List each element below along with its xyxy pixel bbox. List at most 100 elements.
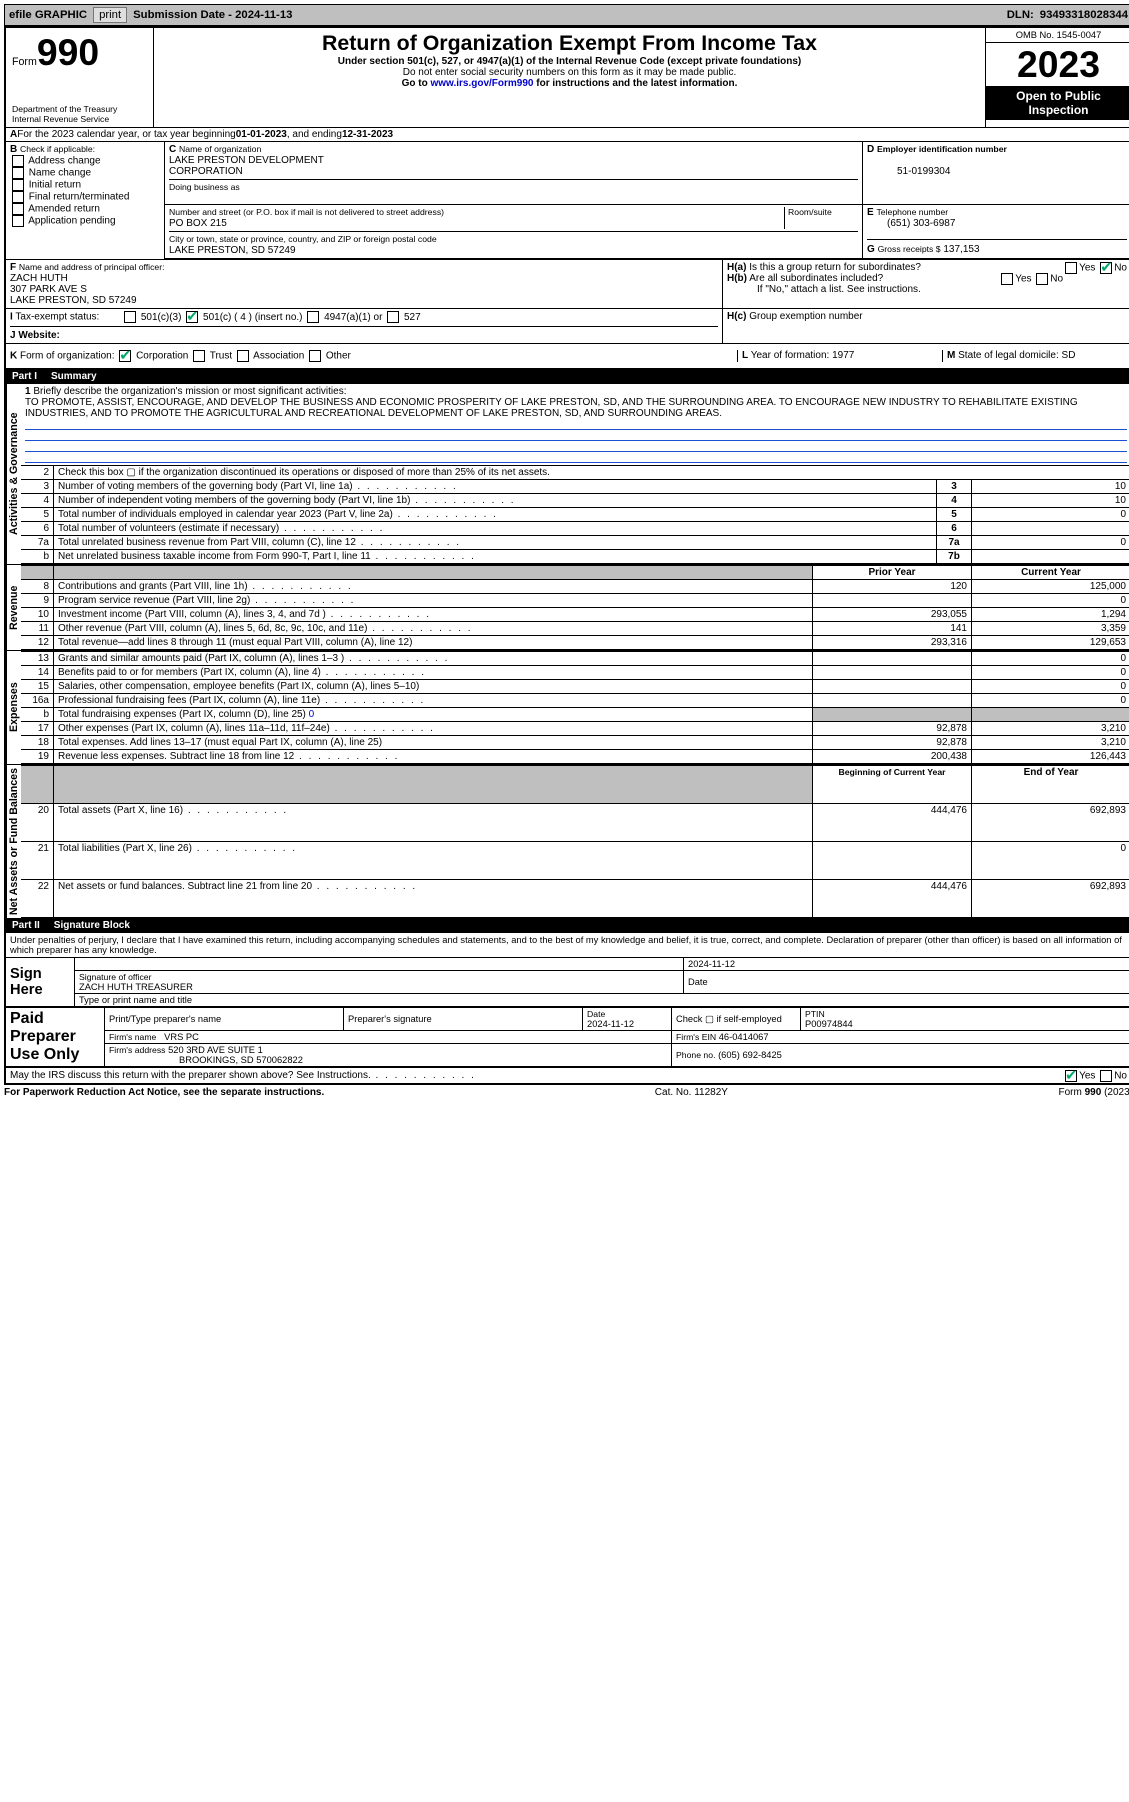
form-subtitle2: Do not enter social security numbers on … [160,67,979,78]
paid-prep-label: Paid Preparer Use Only [6,1008,105,1067]
l12-prior: 293,316 [813,636,972,650]
section-b-label: Check if applicable: [20,144,95,154]
l14-curr: 0 [972,666,1129,680]
amended-checkbox[interactable] [12,203,24,215]
period-text: For the 2023 calendar year, or tax year … [17,129,235,140]
l9-curr: 0 [972,594,1129,608]
org-name-2: CORPORATION [169,166,243,177]
section-a-label: A [10,129,17,140]
final-return-checkbox[interactable] [12,191,24,203]
part2-header: Part II Signature Block [6,918,1129,933]
4947-checkbox[interactable] [307,311,319,323]
hb-yes-checkbox[interactable] [1001,273,1013,285]
hb-no-checkbox[interactable] [1036,273,1048,285]
l15-curr: 0 [972,680,1129,694]
officer-label: Name and address of principal officer: [19,262,165,272]
dept-treasury: Department of the Treasury [12,104,147,114]
l7a-val: 0 [972,536,1129,550]
form-word: Form [12,56,37,68]
ha-yes-checkbox[interactable] [1065,262,1077,274]
l16b-link[interactable]: 0 [309,709,315,720]
firm-addr-label: Firm's address [109,1045,166,1055]
no-label2: No [1050,274,1063,285]
l7b-val [972,550,1129,564]
other-checkbox[interactable] [309,350,321,362]
l8-prior: 120 [813,580,972,594]
phone-label: Telephone number [876,207,948,217]
l11-prior: 141 [813,622,972,636]
l8-text: Contributions and grants (Part VIII, lin… [54,580,813,594]
l8-curr: 125,000 [972,580,1129,594]
ein-value: 51-0199304 [867,166,950,177]
addr-label: Number and street (or P.O. box if mail i… [169,207,444,217]
l22-begin: 444,476 [813,880,972,918]
l14-prior [813,666,972,680]
officer-addr1: 307 PARK AVE S [10,284,87,295]
dba-label: Doing business as [169,179,858,192]
l15-text: Salaries, other compensation, employee b… [54,680,813,694]
mission-text: TO PROMOTE, ASSIST, ENCOURAGE, AND DEVEL… [25,397,1078,419]
dln-value: 93493318028344 [1040,9,1128,21]
top-graphic-bar: efile GRAPHIC print Submission Date - 20… [4,4,1129,26]
perjury-text: Under penalties of perjury, I declare th… [6,933,1129,957]
initial-return-checkbox[interactable] [12,179,24,191]
opt-name-change: Name change [29,168,91,179]
l18-curr: 3,210 [972,736,1129,750]
l13-text: Grants and similar amounts paid (Part IX… [54,652,813,666]
side-netassets: Net Assets or Fund Balances [6,765,21,918]
domicile-label: State of legal domicile: [958,350,1059,361]
gross-label: Gross receipts $ [878,244,941,254]
firm-name-label: Firm's name [109,1032,156,1042]
assoc-checkbox[interactable] [237,350,249,362]
opt-addr-change: Address change [28,156,100,167]
period-begin: 01-01-2023 [236,129,287,140]
part2-no: Part II [12,920,40,931]
footer-left: For Paperwork Reduction Act Notice, see … [4,1087,324,1098]
part1-no: Part I [12,371,37,382]
dept-irs: Internal Revenue Service [12,114,147,124]
l20-end: 692,893 [972,804,1129,842]
opt-4947: 4947(a)(1) or [324,312,382,323]
opt-501c3: 501(c)(3) [141,312,182,323]
discuss-no-checkbox[interactable] [1100,1070,1112,1082]
addr-change-checkbox[interactable] [12,155,24,167]
corp-checkbox[interactable] [119,350,131,362]
form990-link[interactable]: www.irs.gov/Form990 [430,78,533,89]
side-expenses: Expenses [6,651,21,764]
l11-text: Other revenue (Part VIII, column (A), li… [54,622,813,636]
prep-name-label: Print/Type preparer's name [105,1008,344,1031]
opt-corp: Corporation [136,351,188,362]
dln-label: DLN: [1007,9,1034,21]
hb-note: If "No," attach a list. See instructions… [727,284,1127,295]
opt-final: Final return/terminated [29,192,130,203]
street-address: PO BOX 215 [169,218,227,229]
l12-curr: 129,653 [972,636,1129,650]
trust-checkbox[interactable] [193,350,205,362]
l20-text: Total assets (Part X, line 16) [54,804,813,842]
officer-addr2: LAKE PRESTON, SD 57249 [10,295,137,306]
discuss-yes-checkbox[interactable] [1065,1070,1077,1082]
form-title: Return of Organization Exempt From Incom… [160,31,979,56]
print-button[interactable]: print [93,7,127,23]
501c3-checkbox[interactable] [124,311,136,323]
527-checkbox[interactable] [387,311,399,323]
prep-date-label: Date [587,1009,605,1019]
firm-name: VRS PC [164,1032,199,1042]
l21-begin [813,842,972,880]
part1-title: Summary [51,371,97,382]
col-end: End of Year [972,766,1129,804]
501c-checkbox[interactable] [186,311,198,323]
hb-label: Are all subordinates included? [749,273,883,284]
l18-text: Total expenses. Add lines 13–17 (must eq… [54,736,813,750]
name-change-checkbox[interactable] [12,167,24,179]
l21-end: 0 [972,842,1129,880]
ha-no-checkbox[interactable] [1100,262,1112,274]
room-label: Room/suite [784,207,858,229]
gross-receipts: 137,153 [943,244,979,255]
prep-sig-label: Preparer's signature [344,1008,583,1031]
pending-checkbox[interactable] [12,215,24,227]
form-subtitle1: Under section 501(c), 527, or 4947(a)(1)… [160,56,979,67]
opt-pending: Application pending [28,216,115,227]
hc-label: Group exemption number [749,311,862,322]
omb-number: OMB No. 1545-0047 [986,28,1129,43]
